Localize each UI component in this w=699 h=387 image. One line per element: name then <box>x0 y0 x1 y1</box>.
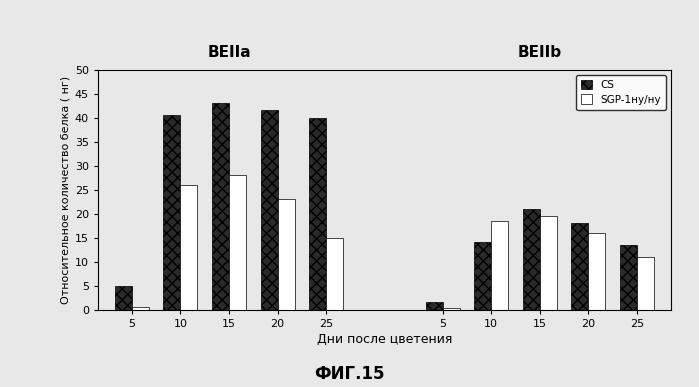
Bar <box>637 257 654 310</box>
Text: ФИГ.15: ФИГ.15 <box>315 365 384 383</box>
X-axis label: Дни после цветения: Дни после цветения <box>317 333 452 346</box>
Bar <box>180 185 197 310</box>
Bar <box>491 221 508 310</box>
Bar <box>229 175 246 310</box>
Bar <box>115 286 132 310</box>
Bar <box>261 110 278 310</box>
Text: BEIIb: BEIIb <box>518 45 562 60</box>
Bar <box>212 103 229 310</box>
Bar <box>523 209 540 310</box>
Bar <box>164 115 180 310</box>
Bar <box>309 118 326 310</box>
Y-axis label: Относительное количество белка ( нг): Относительное количество белка ( нг) <box>61 75 71 304</box>
Bar <box>475 242 491 310</box>
Bar <box>540 216 557 310</box>
Bar <box>442 308 460 310</box>
Bar <box>426 302 442 310</box>
Bar <box>589 233 605 310</box>
Bar <box>620 245 637 310</box>
Bar <box>132 307 149 310</box>
Legend: CS, SGP-1ну/ну: CS, SGP-1ну/ну <box>576 75 666 110</box>
Bar <box>278 199 294 310</box>
Text: BEIIa: BEIIa <box>207 45 251 60</box>
Bar <box>572 223 589 310</box>
Bar <box>326 238 343 310</box>
